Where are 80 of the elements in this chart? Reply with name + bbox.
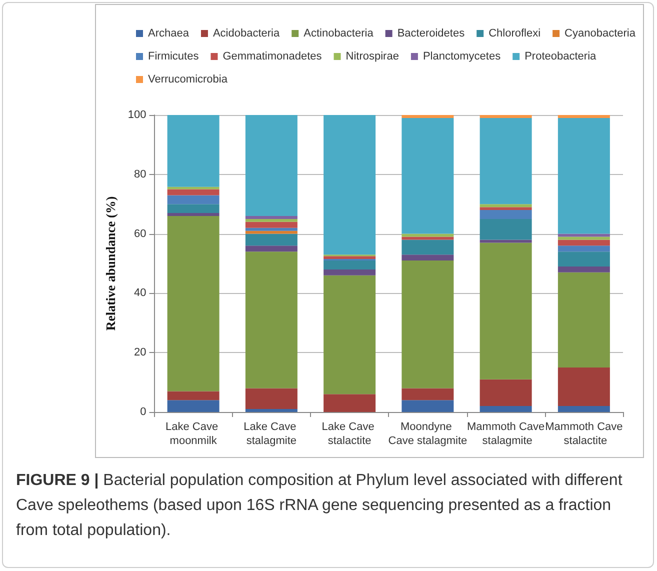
- bar: [245, 222, 298, 228]
- y-tick-label: 40: [134, 287, 146, 300]
- bar: [167, 391, 220, 400]
- legend-label: Bacteroidetes: [397, 28, 466, 40]
- bar: [480, 379, 532, 406]
- bar: [558, 406, 610, 412]
- bar: [558, 118, 610, 234]
- bar: [402, 400, 454, 412]
- bar: [245, 246, 298, 252]
- y-tick-label: 20: [134, 346, 146, 359]
- legend-label: Archaea: [148, 28, 190, 40]
- y-tick-label: 80: [134, 168, 146, 180]
- bar: [480, 118, 532, 204]
- bar: [167, 213, 220, 216]
- bar: [480, 242, 532, 380]
- x-tick-label: Lake Cave stalactite: [322, 421, 378, 447]
- caption: FIGURE 9 | Bacterial population composition at Phylum level associated with different Cave speleothems (based upon 16S rRNA gene sequencing presented as a fraction from total population).: [16, 471, 624, 541]
- y-axis-title: Relative abundance (%): [103, 196, 118, 331]
- legend-label: Gemmatimonadetes: [222, 50, 322, 62]
- bar: [167, 400, 220, 412]
- bar: [245, 115, 298, 216]
- bar: [167, 186, 220, 190]
- bar: [167, 195, 220, 204]
- bar: [558, 234, 610, 237]
- legend-label: Firmicutes: [148, 50, 200, 62]
- bar: [558, 272, 610, 368]
- legend-label: Chloroflexi: [488, 28, 541, 40]
- legend-label: Actinobacteria: [304, 28, 374, 40]
- bar: [167, 189, 220, 196]
- bar: [480, 210, 532, 219]
- bar: [245, 234, 298, 246]
- bar: [402, 388, 454, 400]
- bar: [167, 115, 220, 187]
- legend-label: Cyanobacteria: [564, 28, 636, 40]
- bar: [480, 240, 532, 243]
- x-tick-label: Mammoth Cave stalactite: [545, 421, 623, 447]
- bar: [480, 406, 532, 412]
- bar: [402, 118, 454, 234]
- x-tick-label: Lake Cave stalagmite: [244, 421, 300, 447]
- y-tick-label: 0: [140, 406, 146, 418]
- bar: [558, 240, 610, 246]
- bar: [167, 216, 220, 392]
- bar: [402, 260, 454, 388]
- bar: [558, 246, 610, 252]
- bar: [245, 216, 298, 219]
- bar: [402, 254, 454, 261]
- bar: [324, 269, 376, 276]
- y-tick-label: 60: [134, 228, 146, 240]
- bar: [480, 207, 532, 210]
- bar: [558, 115, 610, 118]
- x-tick-label: Moondyne Cave stalagmite: [388, 421, 468, 447]
- legend-label: Proteobacteria: [524, 50, 598, 62]
- bar: [480, 218, 532, 240]
- bar: [324, 115, 376, 255]
- legend-label: Planctomycetes: [422, 50, 502, 62]
- bar: [245, 230, 298, 234]
- bar: [324, 275, 376, 394]
- bar: [324, 394, 376, 412]
- bar: [558, 266, 610, 272]
- bar: [324, 260, 376, 270]
- bar: [245, 228, 298, 231]
- bar: [402, 115, 454, 118]
- bar: [245, 388, 298, 410]
- y-tick-label: 100: [128, 109, 146, 121]
- bar: [167, 204, 220, 214]
- bar: [480, 115, 532, 118]
- bar: [558, 367, 610, 406]
- legend-label: Acidobacteria: [212, 28, 281, 40]
- bar: [558, 252, 610, 266]
- bar: [245, 252, 298, 388]
- bar: [245, 218, 298, 222]
- bar: [402, 240, 454, 255]
- x-tick-label: Lake Cave moonmilk: [165, 421, 222, 447]
- bar: [402, 234, 454, 237]
- bar: [245, 409, 298, 412]
- bar: [480, 204, 532, 208]
- x-tick-label: Mammoth Cave stalagmite: [466, 421, 545, 447]
- legend-label: Verrucomicrobia: [148, 74, 228, 86]
- legend-label: Nitrospirae: [346, 50, 399, 62]
- bar: [324, 256, 376, 260]
